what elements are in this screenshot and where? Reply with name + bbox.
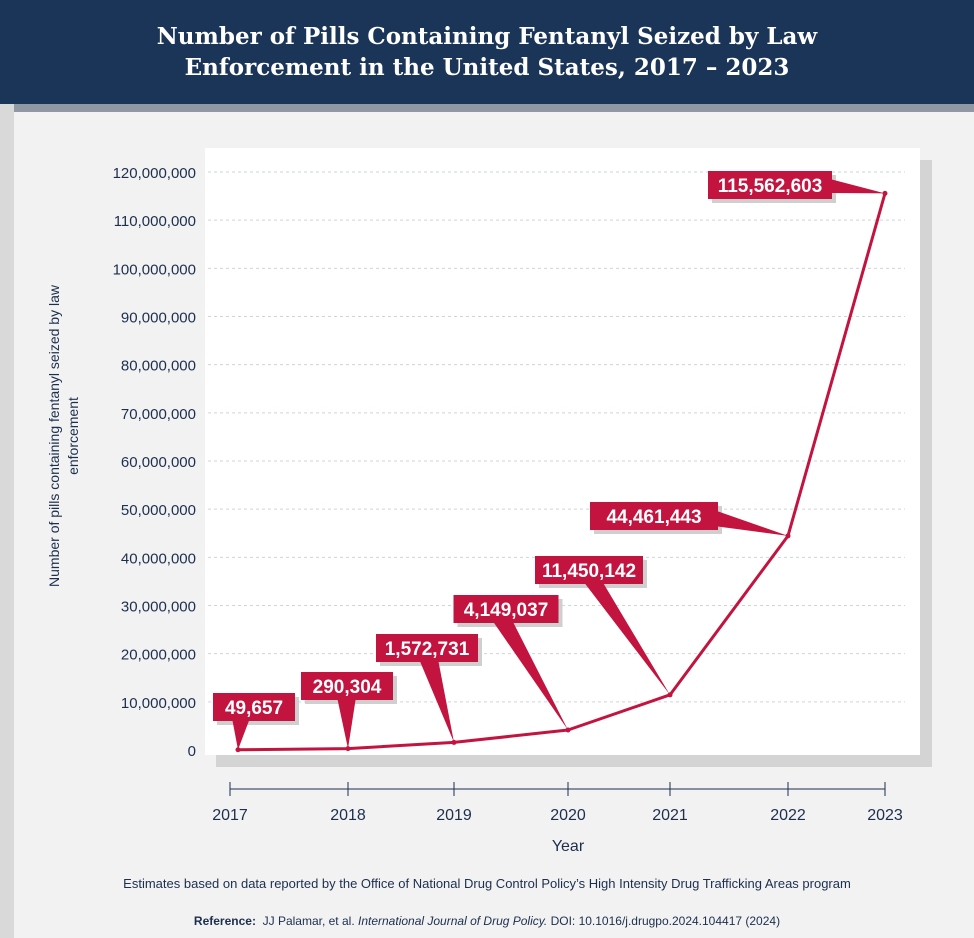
y-tick-label: 70,000,000 xyxy=(121,406,196,423)
data-label: 49,657 xyxy=(225,698,283,719)
left-margin-stripe xyxy=(0,104,14,938)
reference-authors: JJ Palamar, et al. xyxy=(262,914,355,928)
callout-box xyxy=(535,556,643,584)
y-tick-label: 20,000,000 xyxy=(121,647,196,664)
data-label: 290,304 xyxy=(313,677,382,698)
x-tick-label: 2018 xyxy=(330,807,366,824)
series-line xyxy=(237,192,887,752)
y-tick-label: 110,000,000 xyxy=(114,213,196,230)
data-label: 4,149,037 xyxy=(464,600,549,621)
callout-pointer xyxy=(830,179,885,194)
y-tick-label: 120,000,000 xyxy=(113,165,196,182)
source-caption: Estimates based on data reported by the … xyxy=(123,876,851,891)
x-tick-label: 2022 xyxy=(770,807,806,824)
callout-pointer xyxy=(583,581,670,695)
callout-pointer xyxy=(232,718,250,750)
x-tick-label: 2021 xyxy=(652,807,688,824)
data-label: 11,450,142 xyxy=(542,561,636,582)
callout-pointer xyxy=(337,697,356,749)
y-tick-label: 80,000,000 xyxy=(121,358,196,375)
reference-line: Reference: JJ Palamar, et al. Internatio… xyxy=(0,914,974,928)
y-tick-label: 50,000,000 xyxy=(121,502,196,519)
data-label: 1,572,731 xyxy=(385,639,470,660)
callout-pointer xyxy=(714,510,788,536)
x-tick-label: 2019 xyxy=(436,807,472,824)
callout-box xyxy=(453,595,559,623)
callout-box xyxy=(590,502,718,530)
title-banner-shadow xyxy=(0,104,974,112)
data-label: 115,562,603 xyxy=(718,176,823,197)
callout-box xyxy=(376,634,478,662)
callout-pointer xyxy=(492,620,568,731)
reference-label: Reference: xyxy=(193,914,256,928)
y-tick-label: 100,000,000 xyxy=(113,261,196,278)
chart-title: Number of Pills Containing Fentanyl Seiz… xyxy=(156,23,818,81)
y-tick-label: 60,000,000 xyxy=(121,454,196,471)
x-tick-label: 2017 xyxy=(212,807,248,824)
title-banner: Number of Pills Containing Fentanyl Seiz… xyxy=(0,0,974,104)
callout-pointer xyxy=(419,659,454,743)
y-tick-label: 90,000,000 xyxy=(121,310,196,327)
y-tick-label: 40,000,000 xyxy=(121,550,196,567)
y-tick-label: 0 xyxy=(188,743,196,760)
reference-doi: DOI: 10.1016/j.drugpo.2024.104417 (2024) xyxy=(550,914,781,928)
callout-box xyxy=(301,672,393,700)
x-tick-label: 2020 xyxy=(550,807,586,824)
x-tick-label: 2023 xyxy=(867,807,903,824)
reference-journal: International Journal of Drug Policy. xyxy=(358,914,548,928)
callout-box xyxy=(213,693,295,721)
y-tick-label: 10,000,000 xyxy=(121,695,196,712)
x-axis-title: Year xyxy=(552,838,585,855)
callout-box xyxy=(708,171,832,199)
y-tick-label: 30,000,000 xyxy=(121,599,196,616)
data-label: 44,461,443 xyxy=(606,507,701,528)
